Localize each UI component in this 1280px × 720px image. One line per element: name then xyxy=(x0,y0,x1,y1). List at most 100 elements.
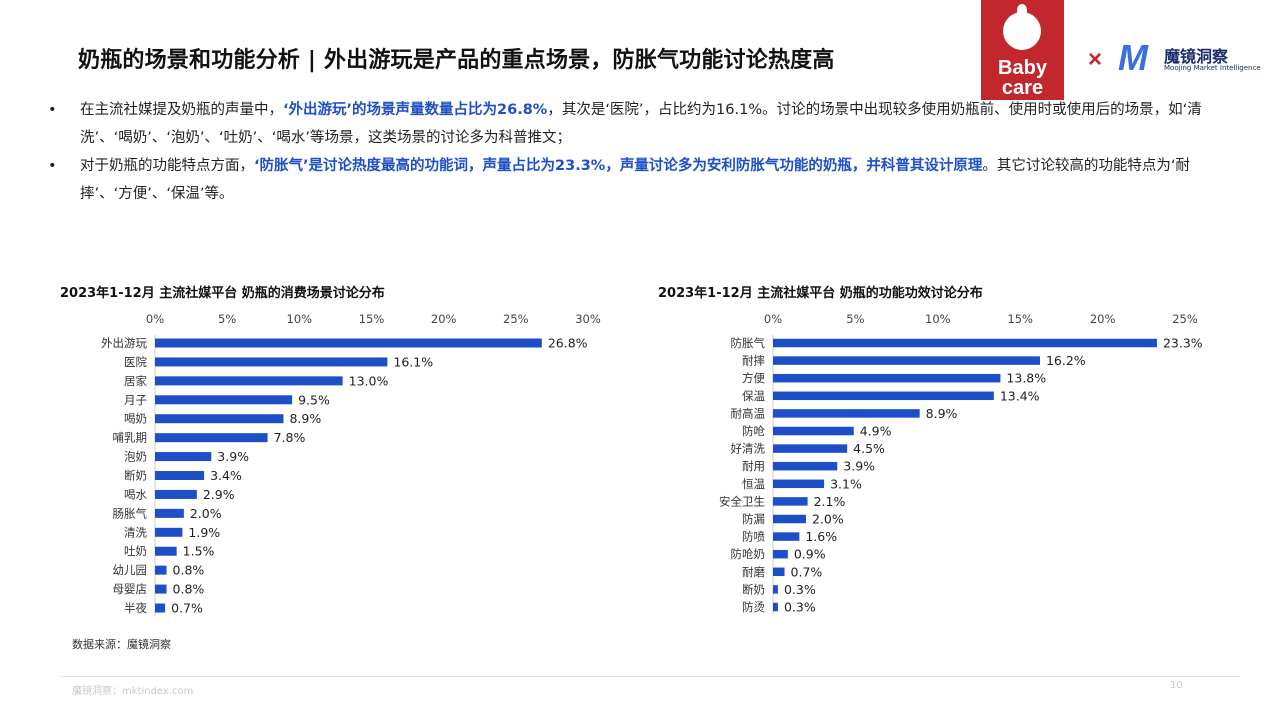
scene-data-label: 1.9% xyxy=(188,525,220,540)
babycare-logo: Baby care xyxy=(981,0,1064,100)
scene-category-label: 吐奶 xyxy=(124,544,147,558)
function-category-label: 防漏 xyxy=(742,512,765,526)
scene-category-label: 外出游玩 xyxy=(101,336,147,350)
scene-bar xyxy=(155,489,197,499)
function-bar xyxy=(773,549,788,559)
function-data-label: 1.6% xyxy=(805,529,837,544)
function-category-label: 断奶 xyxy=(742,582,765,596)
function-bar xyxy=(773,356,1040,365)
baby-head-icon xyxy=(1017,4,1027,16)
function-bar xyxy=(773,497,808,506)
scene-category-label: 幼儿园 xyxy=(113,563,148,577)
function-x-tick-label: 20% xyxy=(1090,312,1116,326)
scene-bar xyxy=(155,527,183,537)
scene-data-label: 16.1% xyxy=(393,354,433,369)
scene-category-label: 肠胀气 xyxy=(113,506,148,520)
function-bar xyxy=(773,602,778,612)
scene-data-label: 3.9% xyxy=(217,449,249,464)
scene-data-label: 2.9% xyxy=(203,487,235,502)
scene-bar xyxy=(155,433,268,443)
scene-data-label: 13.0% xyxy=(349,373,389,388)
babycare-logo-line2: care xyxy=(1001,77,1044,99)
bullet-highlight: ‘防胀气’是讨论热度最高的功能词，声量占比为23.3%，声量讨论多为安利防胀气功… xyxy=(254,158,983,174)
scene-category-label: 喝奶 xyxy=(124,412,147,426)
bullet-text: 。其它讨论较高的功能特点为‘耐摔’、‘方便’、‘保温’等。 xyxy=(80,158,1190,202)
scene-category-label: 泡奶 xyxy=(124,450,147,464)
page-title: 奶瓶的场景和功能分析 | 外出游玩是产品的重点场景，防胀气功能讨论热度高 xyxy=(78,48,835,73)
scene-x-tick-label: 0% xyxy=(146,312,164,326)
scene-x-tick-label: 10% xyxy=(287,312,313,326)
scene-chart-title: 2023年1-12月 主流社媒平台 奶瓶的消费场景讨论分布 xyxy=(60,286,385,301)
scene-x-tick-label: 20% xyxy=(431,312,457,326)
scene-category-label: 喝水 xyxy=(124,487,147,501)
function-bar xyxy=(773,585,778,594)
function-bar xyxy=(773,567,785,577)
function-x-tick-label: 25% xyxy=(1172,312,1198,326)
function-category-label: 防呛奶 xyxy=(731,547,766,561)
function-data-label: 4.9% xyxy=(860,424,892,439)
function-bar xyxy=(773,373,1001,383)
scene-data-label: 3.4% xyxy=(210,468,242,483)
scene-data-label: 9.5% xyxy=(298,392,330,407)
function-category-label: 安全卫生 xyxy=(719,494,765,508)
scene-x-tick-label: 30% xyxy=(575,312,601,326)
scene-bar xyxy=(155,414,284,424)
scene-bar xyxy=(155,546,177,556)
function-x-tick-label: 15% xyxy=(1007,312,1033,326)
function-category-label: 耐用 xyxy=(742,459,765,473)
function-data-label: 16.2% xyxy=(1046,353,1086,368)
function-category-label: 防烫 xyxy=(742,600,765,614)
function-category-label: 防呛 xyxy=(742,424,765,438)
function-data-label: 13.4% xyxy=(1000,388,1040,403)
scene-bar xyxy=(155,603,166,613)
function-category-label: 防胀气 xyxy=(731,336,766,350)
function-category-label: 耐摔 xyxy=(742,354,765,368)
summary-bullets: • 在主流社媒提及奶瓶的声量中，‘外出游玩’的场景声量数量占比为26.8%，其次… xyxy=(48,96,1233,208)
function-data-label: 2.0% xyxy=(812,512,844,527)
babycare-logo-line1: Baby xyxy=(998,57,1047,79)
function-x-tick-label: 5% xyxy=(846,312,864,326)
scene-category-label: 哺乳期 xyxy=(113,431,148,445)
function-bar xyxy=(773,444,848,453)
scene-bar xyxy=(155,357,388,367)
data-source: 数据来源：魔镜洞察 xyxy=(72,638,171,651)
scene-data-label: 8.9% xyxy=(289,411,321,426)
function-bar xyxy=(773,479,825,489)
scene-bar xyxy=(155,508,184,518)
logo-separator: × xyxy=(1088,46,1103,73)
scene-bar xyxy=(155,395,293,405)
footer-site: 魔镜洞察：mktindex.com xyxy=(72,686,194,697)
bullet-text: 在主流社媒提及奶瓶的声量中， xyxy=(80,102,283,118)
mojing-mark-icon: M xyxy=(1118,37,1148,78)
scene-category-label: 断奶 xyxy=(124,469,147,483)
bullet-highlight: ‘外出游玩’的场景声量数量占比为26.8% xyxy=(283,102,548,118)
page-number: 10 xyxy=(1170,680,1183,691)
scene-bar xyxy=(155,565,167,575)
function-bar xyxy=(773,409,920,418)
function-data-label: 0.3% xyxy=(784,600,816,615)
function-chart-title: 2023年1-12月 主流社媒平台 奶瓶的功能功效讨论分布 xyxy=(658,286,983,301)
scene-x-tick-label: 5% xyxy=(218,312,236,326)
bullet-functions: • 对于奶瓶的功能特点方面，‘防胀气’是讨论热度最高的功能词，声量占比为23.3… xyxy=(48,152,1233,208)
scene-category-label: 母婴店 xyxy=(113,582,148,596)
function-bar xyxy=(773,338,1157,348)
function-category-label: 好清洗 xyxy=(731,442,766,456)
function-category-label: 保温 xyxy=(742,389,765,403)
bullet-scenes: • 在主流社媒提及奶瓶的声量中，‘外出游玩’的场景声量数量占比为26.8%，其次… xyxy=(48,96,1233,152)
function-category-label: 方便 xyxy=(742,371,765,385)
scene-category-label: 清洗 xyxy=(124,525,147,539)
scene-x-tick-label: 25% xyxy=(503,312,529,326)
function-data-label: 8.9% xyxy=(926,406,958,421)
scene-bar xyxy=(155,338,542,348)
function-category-label: 恒温 xyxy=(742,477,765,491)
mojing-logo-tagline: Moojing Market Intelligence xyxy=(1164,64,1261,72)
function-bar xyxy=(773,461,838,471)
bullet-text: ，其次是‘医院’，占比约为16.1%。讨论的场景中出现较多使用奶瓶前、使用时或使… xyxy=(80,102,1202,146)
scene-bar xyxy=(155,584,167,594)
scene-data-label: 1.5% xyxy=(183,544,215,559)
function-category-label: 耐磨 xyxy=(742,565,765,579)
function-data-label: 3.9% xyxy=(843,459,875,474)
scene-category-label: 居家 xyxy=(124,374,147,388)
scene-x-tick-label: 15% xyxy=(359,312,385,326)
